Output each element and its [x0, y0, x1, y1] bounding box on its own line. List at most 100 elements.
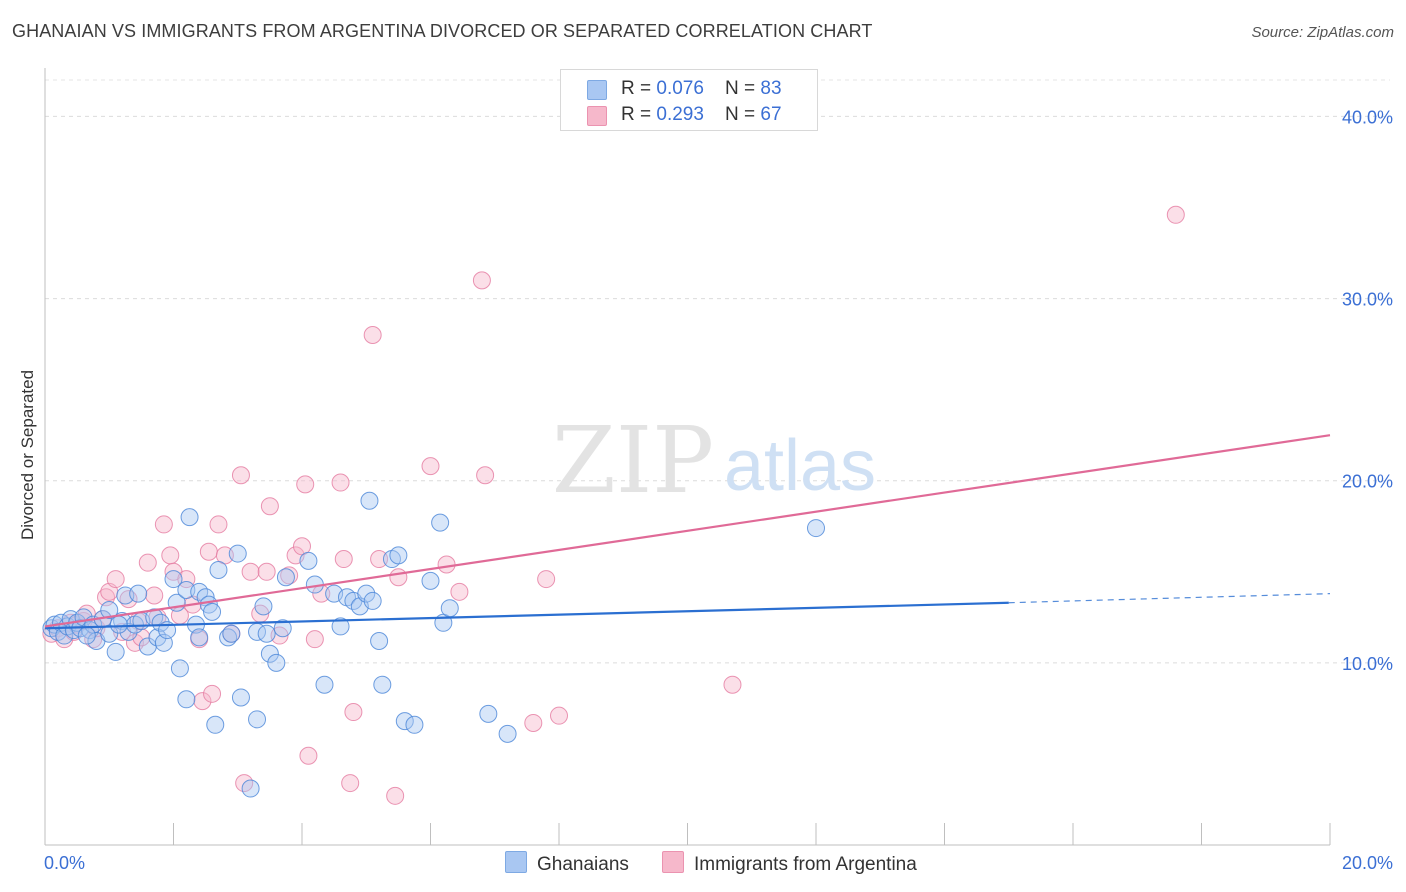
tick-labels: 10.0% 20.0% 30.0% 40.0% 0.0% 20.0% [44, 107, 1393, 873]
ghanaian-point [807, 519, 825, 538]
ghanaian-point [260, 644, 279, 663]
argentina-point [260, 497, 279, 516]
ghanaian-point [373, 675, 392, 694]
ghanaian-point [273, 619, 292, 638]
argentina-point [524, 713, 543, 732]
ghanaian-point [363, 591, 382, 610]
ghanaian-point [248, 710, 267, 729]
ghanaian-point [77, 626, 96, 645]
axes [44, 68, 1331, 846]
series-ghanaians-points [42, 491, 825, 798]
legend-r-label: R = [621, 104, 657, 125]
legend-r-value: 0.293 [656, 104, 704, 125]
legend-swatch-argentina [587, 106, 607, 126]
ghanaian-point [315, 675, 334, 694]
ghanaian-point [440, 599, 459, 618]
legend-r-value: 0.076 [656, 78, 704, 99]
argentina-point [296, 475, 315, 494]
ghanaian-point [276, 568, 295, 587]
y-axis-label: Divorced or Separated [18, 369, 37, 541]
ghanaian-point [190, 628, 209, 647]
watermark-zip: ZIP [552, 407, 714, 514]
legend-n-value: 67 [760, 104, 782, 125]
argentina-point [363, 326, 382, 344]
ghanaian-point [228, 544, 247, 563]
argentina-point [280, 566, 299, 585]
ghanaian-point [203, 602, 222, 621]
argentina-point [331, 473, 350, 492]
legend-r-label: R = [621, 78, 657, 99]
bottom-legend-label-ghanaians: Ghanaians [537, 854, 629, 875]
argentina-point [257, 562, 276, 581]
argentina-point [476, 466, 495, 485]
ghanaian-point [129, 584, 148, 603]
ghanaian-point [479, 704, 498, 723]
source-note: Source: ZipAtlas.com [1251, 24, 1394, 41]
watermark: ZIP atlas [552, 407, 876, 514]
argentina-point [421, 457, 440, 476]
argentina-point [450, 582, 469, 601]
ghanaian-point [357, 584, 376, 603]
ghanaian-point [331, 617, 350, 636]
argentina-point [1166, 205, 1185, 224]
ghanaian-point [119, 622, 138, 641]
argentina-point [305, 630, 324, 649]
argentina-point [344, 703, 363, 722]
argentina-point [138, 553, 157, 572]
x-tick-label: 0.0% [44, 853, 85, 873]
argentina-point [209, 515, 228, 534]
argentina-point [299, 746, 318, 765]
bottom-legend-swatch-ghanaians [505, 851, 527, 873]
argentina-point [203, 684, 222, 703]
argentina-point [386, 786, 405, 805]
ghanaian-point [109, 615, 128, 634]
ghanaian-point [421, 571, 440, 590]
argentina-point [537, 570, 556, 589]
ghanaian-point [219, 628, 238, 647]
ghanaian-point [370, 632, 389, 650]
ghanaian-point [257, 624, 276, 643]
argentina-point [106, 570, 125, 589]
y-tick-label: 40.0% [1342, 107, 1393, 127]
argentina-point [723, 675, 742, 694]
argentina-point [437, 555, 456, 574]
argentina-point [231, 466, 250, 485]
ghanaian-point [177, 690, 196, 709]
ghanaian-point [254, 597, 273, 616]
ghanaian-point [360, 491, 379, 510]
ghanaian-point [395, 712, 414, 731]
bottom-legend-swatch-argentina [662, 851, 684, 873]
ghanaian-point [222, 624, 241, 643]
y-tick-label: 30.0% [1342, 290, 1393, 310]
argentina-point [154, 515, 173, 534]
argentina-point [472, 271, 491, 290]
x-tick-label: 20.0% [1342, 853, 1393, 873]
bottom-legend-ghanaians: Ghanaians [505, 851, 629, 876]
legend-n-value: 83 [760, 78, 782, 99]
ghanaian-point [100, 601, 119, 620]
y-tick-label: 10.0% [1342, 654, 1393, 674]
watermark-atlas: atlas [724, 426, 876, 506]
argentina-point [241, 562, 260, 581]
ghanaian-point [405, 715, 424, 734]
ghanaian-point [389, 546, 408, 565]
stats-legend: R = 0.076 N = 83 R = 0.293 N = 67 [560, 69, 818, 131]
ghanaian-point [231, 688, 250, 707]
argentina-point [161, 546, 180, 565]
legend-n-label: N = [725, 104, 761, 125]
ghanaian-point [498, 724, 517, 743]
y-tick-label: 20.0% [1342, 472, 1393, 492]
argentina-point [193, 692, 212, 711]
argentina-point [550, 706, 568, 725]
bottom-legend-label-argentina: Immigrants from Argentina [694, 854, 917, 875]
ghanaian-point [80, 621, 99, 640]
argentina-point [177, 570, 196, 589]
ghanaian-point [267, 653, 286, 672]
ghanaian-point [106, 642, 125, 661]
legend-swatch-ghanaians [587, 80, 607, 100]
trend-line-ghanaians [44, 601, 1009, 630]
ghanaian-point [241, 779, 260, 798]
trend-lines [44, 434, 1331, 630]
argentina-point [119, 590, 138, 609]
